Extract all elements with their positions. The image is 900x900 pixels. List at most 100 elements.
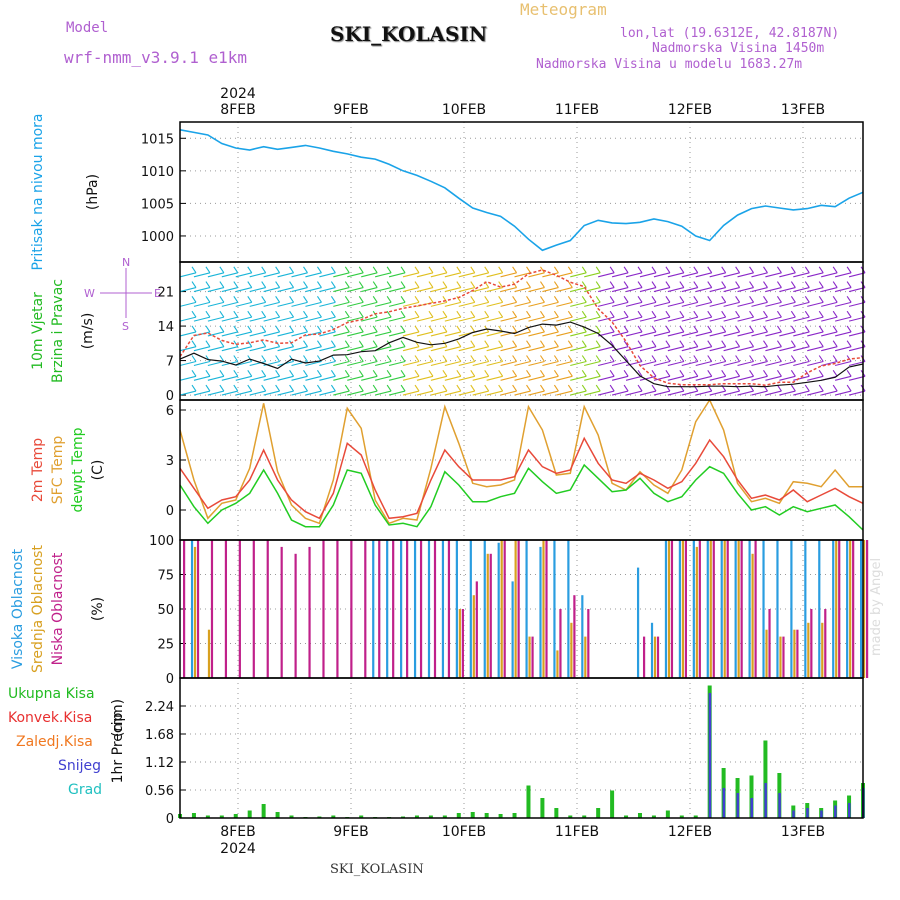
wind-barb-flag — [484, 384, 490, 392]
low-cloud-bar — [350, 540, 353, 678]
wind-barb — [737, 375, 754, 381]
wind-barb — [277, 390, 294, 396]
panel-frame — [179, 121, 864, 263]
wind-barb — [263, 331, 280, 337]
wind-barb-flag — [456, 340, 462, 348]
wind-barb-flag — [275, 266, 281, 274]
wind-barb-flag — [832, 340, 838, 348]
wind-barb-flag — [804, 355, 810, 362]
wind-barb-flag — [191, 369, 197, 377]
wind-barb — [709, 272, 726, 278]
high-cloud-bar — [386, 540, 389, 678]
low-cloud-bar — [280, 546, 283, 678]
wind-barb-flag — [735, 369, 741, 377]
wind-barb-flag — [261, 369, 267, 377]
wind-barb-flag — [372, 355, 378, 362]
wind-barb — [347, 287, 364, 293]
wind-barb-flag — [247, 266, 253, 274]
wind-barb-flag — [400, 384, 406, 392]
wind-barb-flag — [484, 369, 490, 377]
wind-barb — [458, 287, 475, 293]
wind-barb — [500, 375, 517, 381]
wind-barb — [305, 375, 322, 381]
low-cloud-bar — [238, 540, 241, 678]
high-cloud-bar — [190, 540, 194, 678]
wind-barb — [542, 346, 559, 352]
wind-barb-flag — [693, 384, 699, 392]
wind-barb — [458, 375, 475, 381]
wind-barb-flag — [790, 369, 796, 377]
wind-barb — [207, 375, 225, 381]
wind-barb-flag — [205, 340, 211, 348]
wind-barb — [765, 346, 782, 352]
wind-barb — [402, 390, 420, 396]
total-precip-bar — [331, 815, 336, 818]
wind-barb-flag — [581, 369, 587, 377]
total-precip-bar — [359, 815, 364, 818]
wind-barb-flag — [303, 281, 308, 288]
wind-barb — [751, 316, 768, 322]
wind-barb-flag — [330, 310, 336, 318]
wind-barb — [291, 331, 308, 337]
wind-barb — [639, 390, 657, 396]
wind-barb — [249, 360, 266, 367]
wind-barb-flag — [330, 296, 336, 303]
wind-barb-flag — [205, 296, 211, 303]
wind-barb — [570, 390, 587, 396]
wind-barb — [430, 331, 448, 337]
wind-barb — [277, 331, 294, 337]
wind-barb — [834, 346, 852, 352]
low-cloud-bar — [782, 636, 785, 678]
wind-barb — [625, 360, 643, 367]
wind-barb — [765, 360, 782, 367]
wind-barb-flag — [637, 340, 643, 348]
high-cloud-bar — [776, 540, 779, 678]
wind-barb-flag — [191, 310, 197, 318]
wind-barb-flag — [595, 281, 601, 288]
wind-barb — [625, 375, 643, 381]
wind-barb-flag — [330, 281, 336, 288]
wind-barb-flag — [553, 325, 559, 333]
wind-barb — [388, 287, 406, 293]
low-cloud-bar — [224, 540, 228, 678]
wind-barb — [500, 331, 517, 337]
wind-barb-flag — [358, 325, 364, 333]
wind-barb — [361, 390, 378, 396]
wind-barb-flag — [442, 310, 448, 318]
wind-barb-flag — [414, 310, 420, 318]
wind-barb-flag — [595, 340, 601, 348]
wind-barb-flag — [693, 281, 699, 288]
wind-barb — [235, 390, 252, 396]
wind-barb — [681, 272, 698, 278]
wind-barb-flag — [289, 369, 295, 377]
wind-barb — [179, 360, 197, 367]
wind-barb — [793, 272, 810, 278]
wind-barb — [584, 272, 601, 278]
mid-cloud-bar — [793, 629, 796, 678]
wind-barb-flag — [442, 281, 448, 288]
wind-barb-flag — [609, 369, 615, 377]
wind-barb — [291, 375, 308, 381]
wind-barb-flag — [470, 296, 476, 303]
wind-barb-flag — [442, 266, 448, 274]
wind-barb — [193, 346, 211, 352]
wind-barb-flag — [707, 369, 713, 377]
wind-barb — [514, 360, 531, 367]
wind-barb-flag — [498, 340, 504, 348]
wind-barb-flag — [498, 281, 504, 288]
wind-barb — [695, 375, 712, 381]
wind-barb-flag — [707, 340, 713, 348]
wind-barb — [556, 287, 573, 293]
wind-barb-flag — [316, 325, 322, 333]
high-cloud-bar — [372, 540, 375, 678]
wind-barb-flag — [693, 369, 699, 377]
wind-barb-flag — [623, 384, 629, 392]
wind-barb — [444, 316, 461, 322]
wind-barb-flag — [344, 369, 350, 377]
wind-barb-flag — [372, 296, 378, 303]
low-cloud-bar — [461, 609, 464, 678]
wind-barb — [388, 272, 406, 278]
low-cloud-bar — [852, 540, 855, 678]
y-tick-label: 21 — [157, 286, 174, 301]
wind-barb — [611, 346, 629, 352]
